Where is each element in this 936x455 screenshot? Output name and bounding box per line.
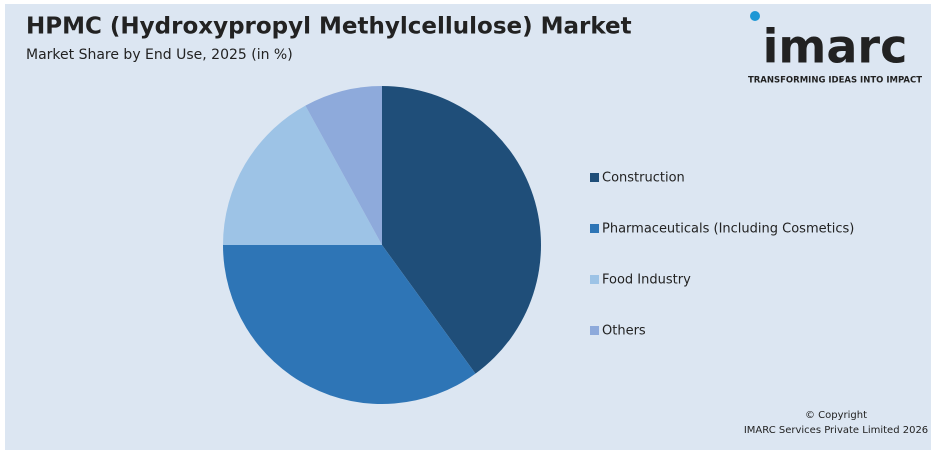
legend-swatch xyxy=(590,326,599,335)
legend-swatch xyxy=(590,275,599,284)
legend-swatch xyxy=(590,173,599,182)
chart-title: HPMC (Hydroxypropyl Methylcellulose) Mar… xyxy=(26,14,632,40)
legend-swatch xyxy=(590,224,599,233)
copyright-owner: IMARC Services Private Limited 2026 xyxy=(744,425,928,436)
logo-tagline: TRANSFORMING IDEAS INTO IMPACT xyxy=(748,76,922,86)
legend-label: Pharmaceuticals (Including Cosmetics) xyxy=(602,222,854,237)
logo: imarc xyxy=(763,20,908,74)
chart-subtitle: Market Share by End Use, 2025 (in %) xyxy=(26,47,293,63)
legend-label: Food Industry xyxy=(602,273,691,288)
logo-dot xyxy=(750,11,760,21)
pie-slice xyxy=(223,105,382,245)
legend-label: Others xyxy=(602,324,646,339)
pie-slice xyxy=(223,245,476,404)
pie-slice xyxy=(305,86,382,245)
pie-slice xyxy=(382,86,541,374)
copyright: © Copyright xyxy=(805,410,867,421)
legend-label: Construction xyxy=(602,171,685,186)
